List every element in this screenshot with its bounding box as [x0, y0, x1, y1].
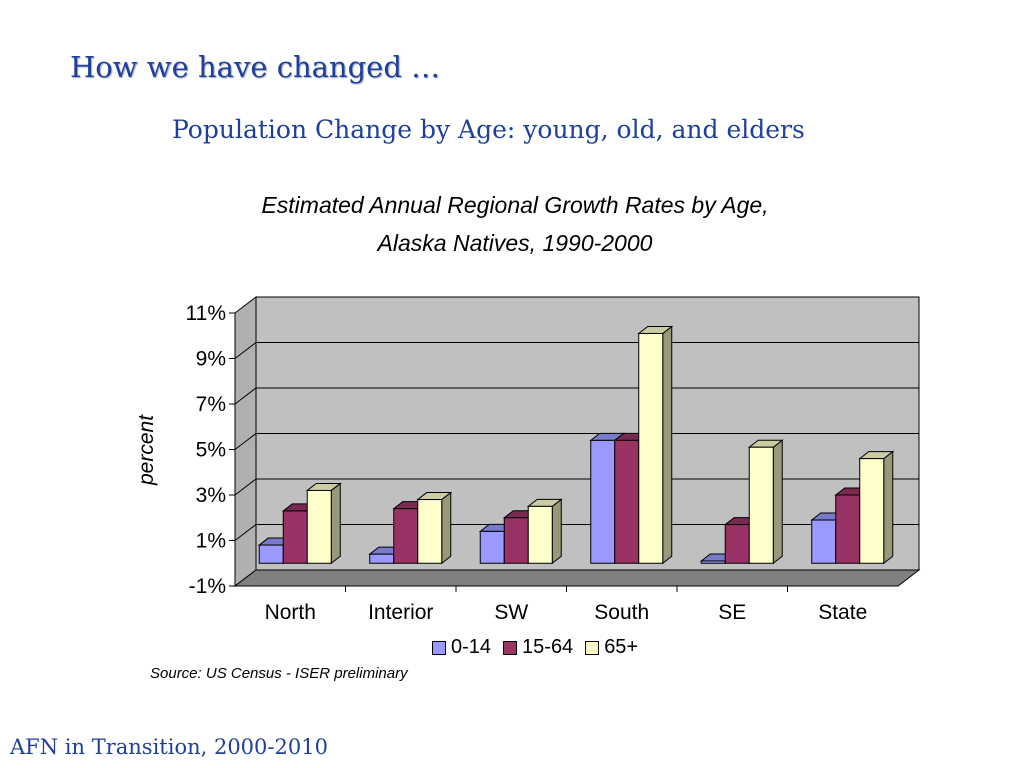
x-category-label: State	[818, 601, 867, 624]
gridline	[234, 478, 257, 496]
gridline	[234, 342, 257, 359]
y-tick-label: 7%	[196, 393, 226, 416]
y-tick-label: -1%	[189, 575, 226, 598]
chart-title-line1: Estimated Annual Regional Growth Rates b…	[261, 192, 769, 218]
bar-series	[257, 325, 895, 565]
bar-front	[527, 505, 553, 564]
gridline	[234, 433, 257, 450]
legend-item: 15-64	[503, 636, 573, 659]
source-note: Source: US Census - ISER preliminary	[150, 665, 408, 682]
bar-65+-SW	[526, 498, 563, 565]
bar-front	[811, 519, 837, 564]
bar-front	[306, 489, 332, 564]
gridline	[234, 524, 257, 541]
slide-title: How we have changed …	[70, 50, 441, 84]
bar-front	[417, 499, 443, 564]
chart-legend: 0-14 15-64 65+	[432, 636, 638, 659]
bar-front	[724, 524, 750, 564]
legend-swatch	[585, 640, 600, 655]
y-axis-label: percent	[135, 414, 158, 486]
bar-front	[700, 560, 726, 564]
bar-65+-North	[305, 482, 342, 565]
x-category-label: South	[594, 601, 649, 624]
bar-side	[441, 491, 452, 565]
bar-front	[748, 446, 774, 564]
bar-side	[772, 439, 783, 565]
bar-front	[614, 439, 640, 564]
bar-side	[551, 498, 562, 565]
bar-front	[258, 544, 284, 564]
x-category-label: Interior	[368, 601, 433, 624]
x-category-label: SE	[718, 601, 746, 624]
bar-front	[835, 494, 861, 564]
bar-front	[638, 332, 664, 564]
bar-front	[859, 458, 885, 564]
bar-65+-Interior	[416, 491, 453, 565]
y-tick-label: 9%	[196, 348, 226, 371]
y-tick-label: 5%	[196, 439, 226, 462]
legend-item: 0-14	[432, 636, 491, 659]
chart-title-line2: Alaska Natives, 1990-2000	[377, 230, 653, 256]
bar-65+-SE	[747, 439, 784, 565]
y-tick-label: 3%	[196, 484, 226, 507]
bar-65+-South	[637, 325, 674, 565]
bar-front	[282, 510, 308, 564]
x-category-label: SW	[494, 601, 528, 624]
legend-item: 65+	[585, 636, 638, 659]
bar-side	[662, 325, 673, 565]
bar-front	[479, 530, 505, 564]
bar-65+-State	[858, 450, 895, 565]
y-tick-label: 11%	[186, 302, 226, 325]
bar-front	[503, 517, 529, 564]
bar-front	[590, 439, 616, 564]
x-axis: North Interior SW South SE State	[265, 586, 867, 624]
bar-front	[369, 553, 395, 564]
legend-label: 65+	[604, 636, 639, 658]
bar-side	[883, 450, 894, 565]
slide-subtitle: Population Change by Age: young, old, an…	[172, 115, 805, 144]
legend-swatch	[503, 640, 518, 655]
legend-label: 0-14	[451, 636, 492, 658]
plot-area	[233, 295, 921, 588]
floor	[233, 569, 921, 587]
bar-front	[393, 508, 419, 564]
slide-footer: AFN in Transition, 2000-2010	[10, 735, 328, 759]
legend-label: 15-64	[522, 636, 574, 658]
bar-side	[330, 482, 341, 565]
gridline	[234, 387, 257, 405]
bar-chart: 11% 9% 7% 5% 3% 1% -1% North Interior SW South SE S…	[135, 295, 921, 624]
y-tick-label: 1%	[196, 530, 226, 553]
legend-swatch	[432, 640, 446, 655]
x-category-label: North	[265, 601, 316, 624]
